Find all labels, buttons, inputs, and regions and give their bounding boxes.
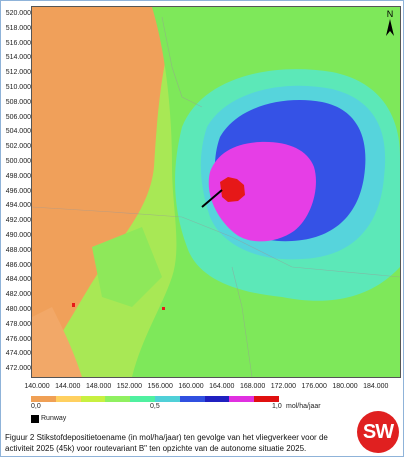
y-tick-label: 490.000 [5, 232, 31, 239]
y-tick-label: 476.000 [5, 335, 31, 343]
y-tick-label: 474.000 [5, 350, 31, 358]
y-tick-label: 488.000 [5, 246, 31, 254]
y-tick-label: 484.000 [5, 276, 31, 284]
map-region-orange-bottom [32, 307, 82, 377]
north-arrow: N [383, 8, 397, 38]
y-tick-label: 502.000 [5, 143, 31, 151]
legend-color-segment [179, 396, 206, 402]
y-tick-label: 510.000 [5, 84, 31, 91]
x-tick-label: 164.000 [209, 383, 235, 390]
x-tick-label: 148.000 [85, 383, 112, 390]
legend-color-segment [105, 396, 131, 402]
map-region-orange [32, 7, 182, 357]
y-tick-label: 482.000 [5, 291, 31, 299]
y-tick-label: 512.000 [5, 69, 31, 77]
road-line [32, 206, 400, 278]
x-tick-label: 152.000 [116, 383, 143, 390]
x-tick-label: 140.000 [24, 383, 50, 390]
y-tick-label: 504.000 [5, 128, 31, 136]
y-tick-label: 492.000 [5, 217, 31, 225]
legend-color-bar [31, 396, 280, 402]
legend-unit: mol/ha/jaar [286, 403, 321, 410]
x-tick-label: 172.000 [270, 383, 297, 390]
y-tick-label: 514.000 [5, 54, 31, 62]
map-marker-red [162, 307, 165, 310]
map-marker-red [72, 303, 75, 307]
y-tick-label: 506.000 [5, 113, 31, 121]
y-tick-label: 480.000 [5, 306, 31, 313]
road-line [231, 266, 253, 377]
y-tick-label: 518.000 [5, 24, 31, 32]
x-tick-label: 168.000 [239, 383, 266, 390]
map-region-green-patch [92, 227, 162, 307]
x-tick-label: 176.000 [301, 383, 327, 390]
nitrogen-deposition-map [31, 6, 401, 378]
y-tick-label: 486.000 [5, 261, 31, 269]
map-region-red [220, 177, 245, 202]
y-tick-label: 478.000 [5, 320, 31, 328]
caption-line-1: Figuur 2 Stikstofdepositietoename (in mo… [5, 433, 328, 442]
legend-color-segment [55, 396, 82, 402]
x-tick-label: 180.000 [332, 383, 358, 390]
legend-color-segment [254, 396, 280, 402]
x-tick-label: 160.000 [178, 383, 204, 390]
legend-color-segment [80, 396, 106, 402]
runway-legend-swatch [31, 415, 39, 423]
x-tick-label: 144.000 [55, 383, 81, 390]
map-svg [32, 7, 400, 377]
caption-line-2: activiteit 2025 (45k) voor routevariant … [5, 444, 307, 453]
legend-tick-mid: 0,5 [150, 403, 160, 410]
north-arrow-icon: N [386, 9, 394, 36]
legend-color-segment [204, 396, 230, 402]
y-tick-label: 500.000 [5, 158, 31, 165]
legend-color-segment [31, 396, 57, 402]
legend-color-segment [229, 396, 255, 402]
x-tick-label: 156.000 [147, 383, 173, 390]
legend-color-segment [130, 396, 156, 402]
north-label: N [387, 9, 394, 19]
y-tick-label: 508.000 [5, 98, 31, 106]
y-tick-label: 498.000 [5, 172, 31, 180]
figure-caption: Figuur 2 Stikstofdepositietoename (in mo… [5, 432, 395, 454]
road-line [161, 16, 203, 108]
runway-legend-label: Runway [41, 415, 67, 422]
y-tick-label: 472.000 [5, 365, 31, 373]
y-tick-label: 494.000 [5, 202, 31, 210]
legend-tick-0: 0,0 [31, 403, 41, 410]
runway-line [201, 189, 223, 208]
x-tick-label: 184.000 [363, 383, 389, 390]
legend-tick-max: 1,0 [272, 403, 282, 410]
sw-logo: SW [357, 411, 399, 453]
y-tick-label: 520.000 [5, 10, 31, 17]
legend-color-segment [155, 396, 181, 402]
y-tick-label: 516.000 [5, 39, 31, 47]
map-region-magenta [208, 141, 316, 242]
y-tick-label: 496.000 [5, 187, 31, 195]
